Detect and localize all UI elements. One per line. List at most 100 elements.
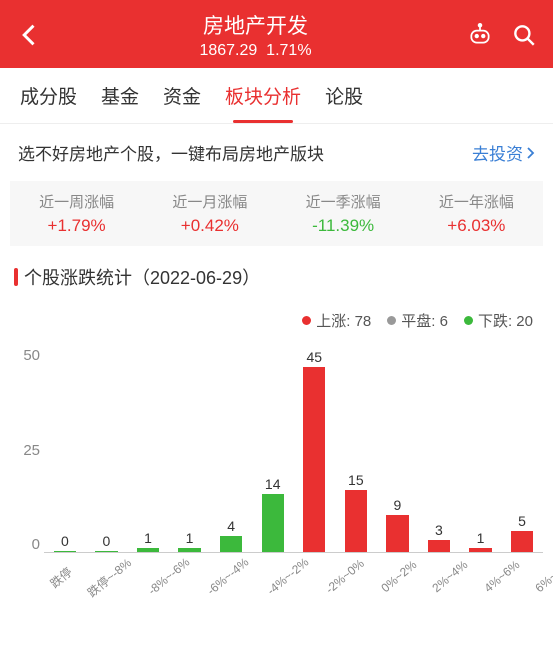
tab-bar: 成分股基金资金板块分析论股 [0,68,553,124]
bar-value-label: 1 [186,530,194,546]
period-label: 近一周涨幅 [10,191,143,212]
x-tick-label: 跌停~-8% [83,554,134,601]
chevron-right-icon [525,146,535,160]
bar-column: 15 [340,472,372,552]
bar-chart: 50250 001141445159315 跌停跌停~-8%-8%~-6%-6%… [0,337,553,607]
period-value: -11.39% [277,216,410,236]
chart-title: 个股涨跌统计（2022-06-29） [24,264,260,290]
x-axis: 跌停跌停~-8%-8%~-6%-6%~-4%-4%~-2%-2%~0%0%~2%… [44,553,543,586]
header-subtitle: 1867.29 1.71% [44,42,467,60]
y-tick: 25 [0,442,40,459]
banner-link-label: 去投资 [472,140,523,165]
bar-column: 0 [49,533,81,552]
chart-legend: 上涨: 78 平盘: 6 下跌: 20 [0,294,553,337]
bar-value-label: 9 [393,497,401,513]
promo-banner: 选不好房地产个股，一键布局房地产版块 去投资 [0,124,553,181]
bar-rect [262,494,284,552]
x-tick-label: 0%~2% [378,558,421,598]
legend-item: 平盘: 6 [387,310,448,331]
bar-value-label: 1 [477,530,485,546]
period-label: 近一季涨幅 [277,191,410,212]
plot-area: 001141445159315 [44,347,543,553]
x-tick-label: -8%~-6% [145,555,194,600]
bar-rect [428,540,450,552]
period-value: +6.03% [410,216,543,236]
bar-rect [386,515,408,552]
x-tick-label: 2%~4% [430,558,473,598]
header-change: 1.71% [266,42,311,59]
y-tick: 50 [0,347,40,364]
bar-column: 0 [91,533,123,552]
tab-板块分析[interactable]: 板块分析 [213,68,313,123]
period-label: 近一月涨幅 [143,191,276,212]
period-value: +0.42% [143,216,276,236]
bar-column: 1 [132,530,164,552]
header-actions [467,22,537,48]
banner-text: 选不好房地产个股，一键布局房地产版块 [18,140,324,165]
bar-rect [345,490,367,552]
y-tick: 0 [0,536,40,553]
period-stats: 近一周涨幅 +1.79%近一月涨幅 +0.42%近一季涨幅 -11.39%近一年涨幅 +… [10,181,543,246]
bar-rect [178,548,200,552]
chart-title-row: 个股涨跌统计（2022-06-29） [14,264,539,290]
legend-label: 上涨: 78 [316,310,371,331]
bar-column: 3 [423,522,455,552]
bar-column: 1 [465,530,497,552]
period-value: +1.79% [10,216,143,236]
period-label: 近一年涨幅 [410,191,543,212]
period-item: 近一年涨幅 +6.03% [410,181,543,246]
header-title-block: 房地产开发 1867.29 1.71% [44,10,467,60]
bar-rect [303,367,325,552]
legend-dot-icon [302,316,311,325]
legend-dot-icon [464,316,473,325]
x-tick-label: -6%~-4% [205,555,254,600]
search-icon[interactable] [511,22,537,48]
bar-value-label: 0 [103,533,111,549]
tab-more[interactable] [375,68,383,123]
bar-value-label: 4 [227,518,235,534]
x-tick-label: -2%~0% [323,556,369,598]
tab-资金[interactable]: 资金 [151,68,213,123]
robot-icon[interactable] [467,22,493,48]
bar-value-label: 14 [265,476,281,492]
bar-column: 9 [381,497,413,552]
bar-rect [54,551,76,552]
bar-column: 45 [298,349,330,552]
app-header: 房地产开发 1867.29 1.71% [0,0,553,68]
banner-link[interactable]: 去投资 [472,140,535,165]
bar-value-label: 0 [61,533,69,549]
tab-论股[interactable]: 论股 [313,68,375,123]
legend-item: 上涨: 78 [302,310,371,331]
bar-rect [511,531,533,552]
tab-成分股[interactable]: 成分股 [8,68,89,123]
header-price: 1867.29 [199,42,257,59]
x-tick-label: 4%~6% [481,558,524,598]
back-icon[interactable] [16,21,44,49]
legend-dot-icon [387,316,396,325]
legend-label: 平盘: 6 [401,310,448,331]
bar-column: 4 [215,518,247,552]
x-tick-label: 跌停 [46,563,75,591]
bar-column: 1 [174,530,206,552]
bar-rect [137,548,159,552]
bar-column: 14 [257,476,289,552]
chart-section-header: 个股涨跌统计（2022-06-29） [0,246,553,294]
bar-rect [95,551,117,552]
period-item: 近一月涨幅 +0.42% [143,181,276,246]
bar-value-label: 3 [435,522,443,538]
period-item: 近一周涨幅 +1.79% [10,181,143,246]
bar-column: 5 [506,513,538,552]
y-axis: 50 25 0 [0,347,40,553]
page-title: 房地产开发 [44,10,467,40]
legend-label: 下跌: 20 [478,310,533,331]
tab-基金[interactable]: 基金 [89,68,151,123]
accent-bar [14,268,18,286]
bars-container: 001141445159315 [44,347,543,552]
period-item: 近一季涨幅 -11.39% [277,181,410,246]
legend-item: 下跌: 20 [464,310,533,331]
x-tick-label: 6%~8% [533,558,553,598]
bar-rect [469,548,491,552]
bar-value-label: 15 [348,472,364,488]
bar-value-label: 1 [144,530,152,546]
bar-value-label: 5 [518,513,526,529]
